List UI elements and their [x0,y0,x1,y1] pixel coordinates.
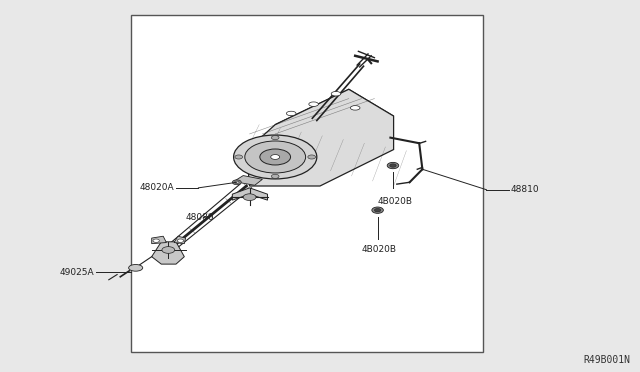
Polygon shape [174,236,186,244]
Bar [131,15,483,352]
Ellipse shape [332,92,341,96]
Text: 4B020B: 4B020B [378,197,413,206]
Ellipse shape [351,106,360,110]
Text: 49025A: 49025A [60,268,94,277]
Ellipse shape [129,264,143,271]
Ellipse shape [234,181,239,183]
Text: 48080: 48080 [186,213,214,222]
Ellipse shape [390,164,396,167]
Polygon shape [152,242,184,264]
Polygon shape [234,176,262,185]
Polygon shape [246,89,394,186]
Polygon shape [232,188,268,200]
Polygon shape [275,89,394,152]
Ellipse shape [232,180,241,185]
Polygon shape [152,236,166,244]
Ellipse shape [243,194,256,201]
Ellipse shape [372,207,383,214]
Ellipse shape [235,155,243,159]
Ellipse shape [271,136,279,140]
Ellipse shape [308,102,319,106]
Ellipse shape [260,149,291,165]
Ellipse shape [387,162,399,169]
Ellipse shape [374,208,381,212]
Ellipse shape [271,155,280,160]
Polygon shape [250,151,320,179]
Text: 48810: 48810 [511,185,540,194]
Text: 48020A: 48020A [140,183,174,192]
Ellipse shape [162,247,175,253]
Text: R49B001N: R49B001N [584,355,630,365]
Ellipse shape [271,174,279,179]
Ellipse shape [308,155,316,159]
Ellipse shape [244,141,306,173]
Ellipse shape [234,135,317,179]
Ellipse shape [153,239,159,243]
Text: 4B020B: 4B020B [362,245,397,254]
Ellipse shape [177,239,184,243]
Ellipse shape [287,111,296,116]
